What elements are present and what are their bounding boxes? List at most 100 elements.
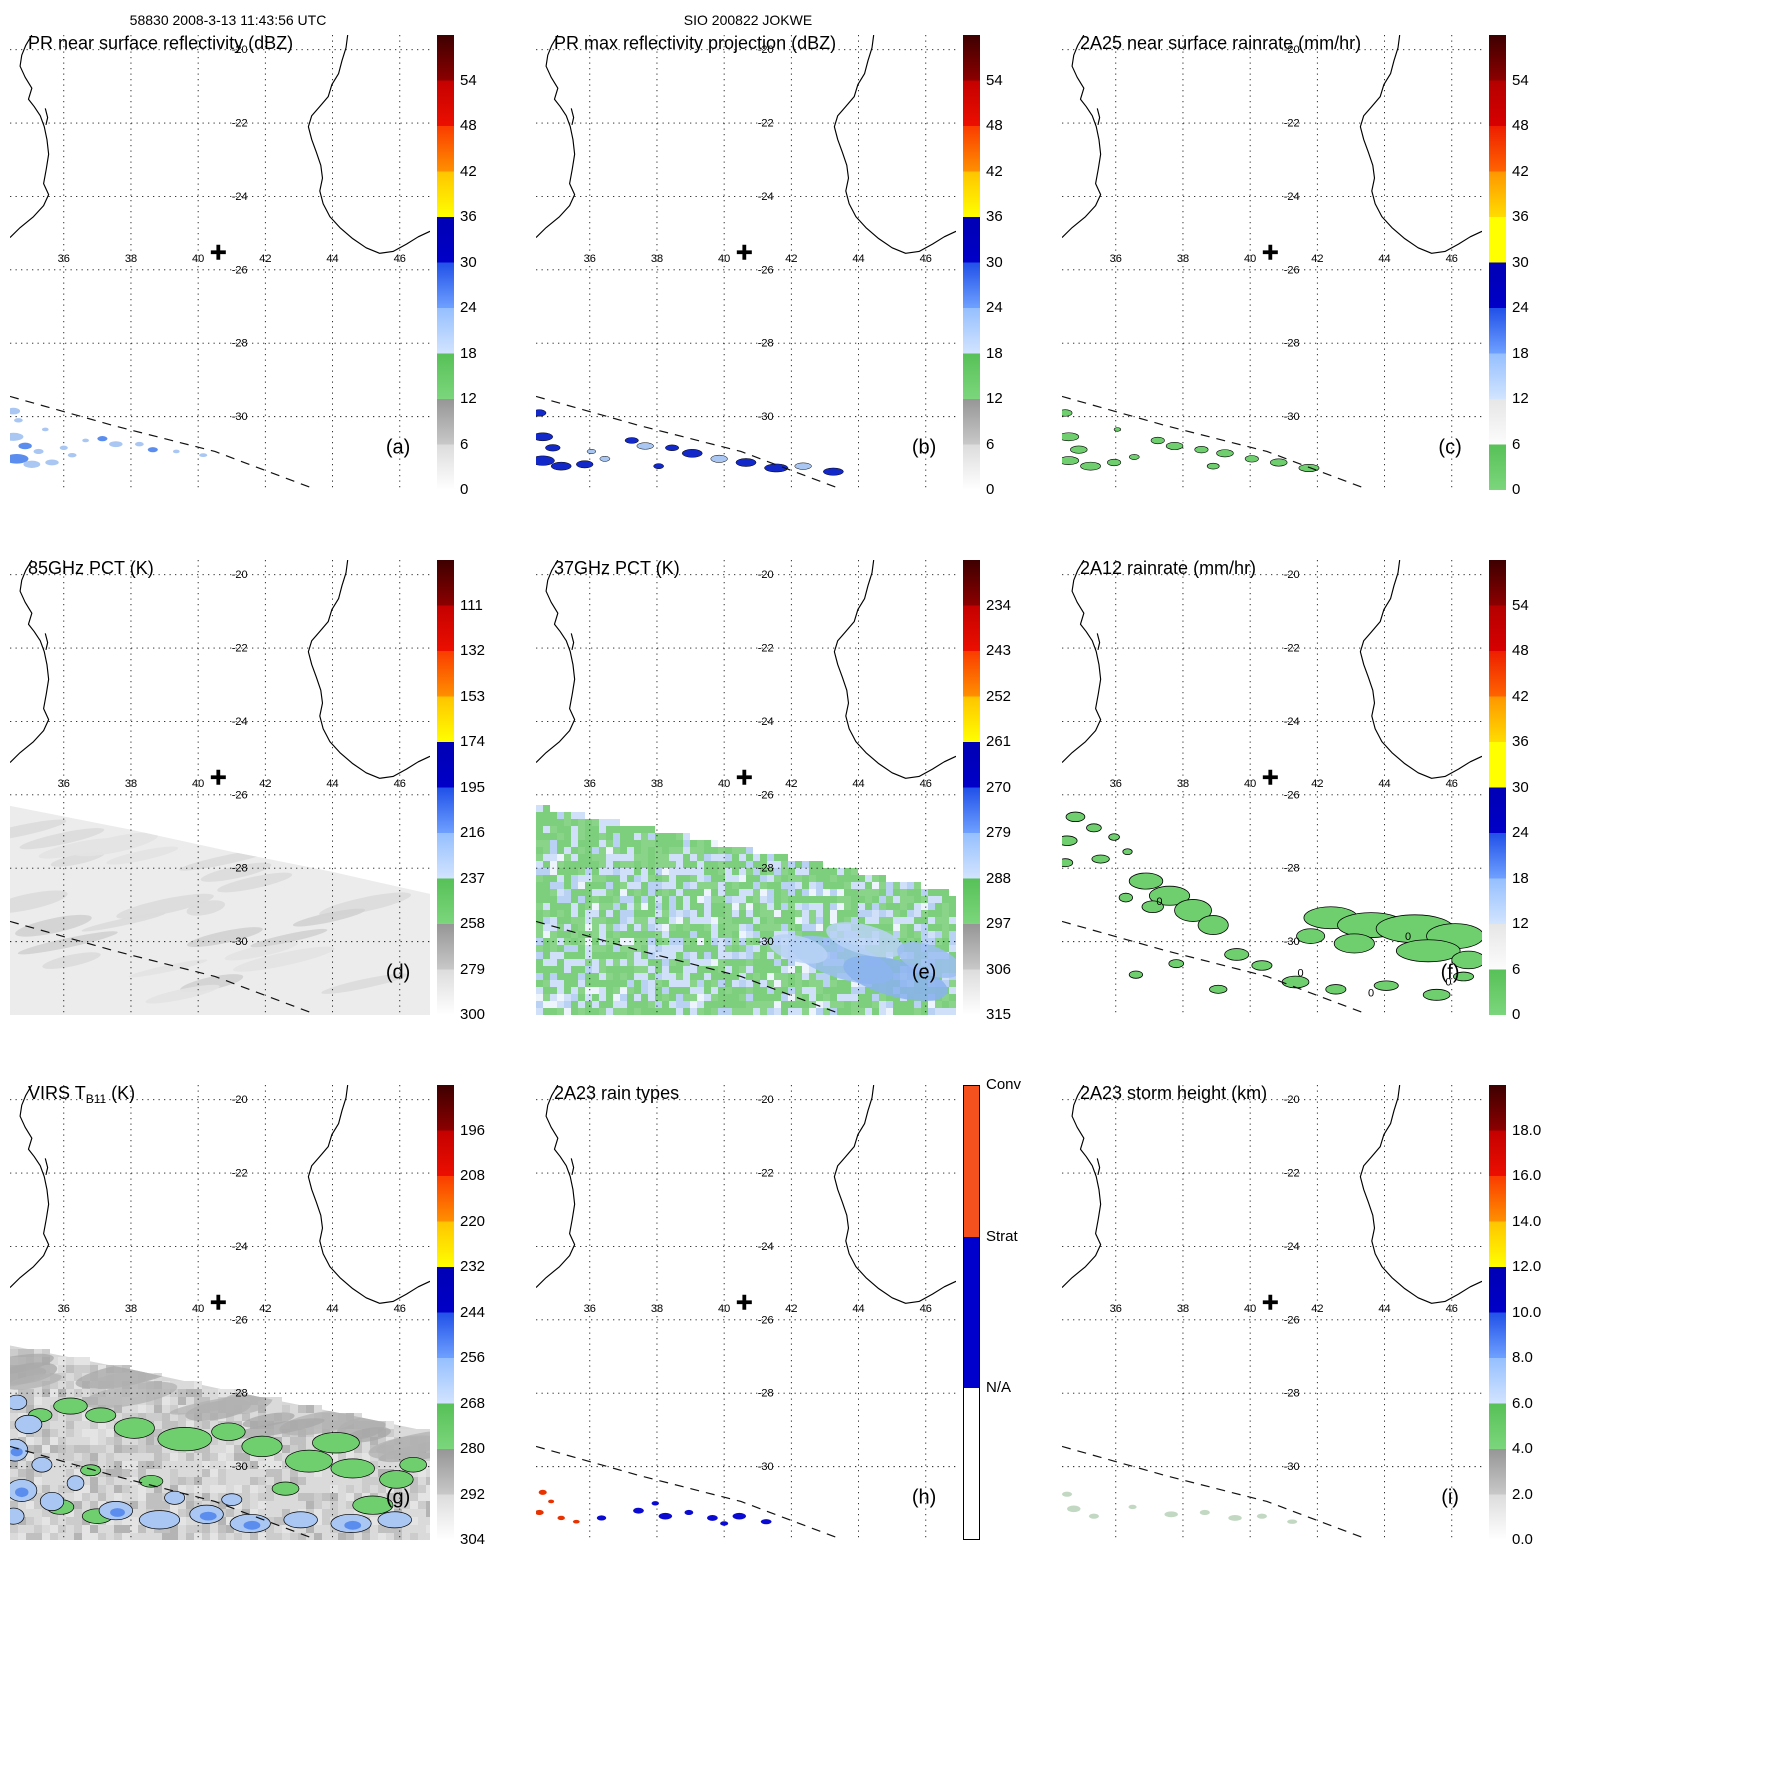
lon-label: 40 bbox=[1244, 1303, 1256, 1315]
coastline-bazaruto-islet bbox=[1096, 633, 1101, 651]
coastline-bazaruto-islet bbox=[570, 1158, 575, 1176]
map-plot-f: 0 0 0 0 0 36 38 40 42 44 46 -20 -22 -24 -26 -28 -30 2A12 … bbox=[1062, 560, 1482, 1015]
coastline-madagascar bbox=[307, 35, 430, 254]
swath-streak bbox=[233, 946, 335, 972]
panel-title: PR near surface reflectivity (dBZ) bbox=[28, 35, 293, 53]
colorbar-c bbox=[1489, 35, 1506, 490]
lon-label: 40 bbox=[718, 1303, 730, 1315]
map-plot-e: 36 38 40 42 44 46 -20 -22 -24 -26 -28 -30 37GHz PCT … bbox=[536, 560, 956, 1015]
coastline-madagascar bbox=[307, 560, 430, 779]
swath-streak bbox=[10, 890, 68, 914]
panel-letter: (e) bbox=[912, 961, 936, 983]
grid-lines bbox=[536, 560, 956, 1015]
lon-label: 36 bbox=[58, 253, 70, 265]
lat-label: -22 bbox=[758, 118, 774, 130]
colorbar-tick: 30 bbox=[1512, 253, 1529, 271]
map-plot-g: 36 38 40 42 44 46 -20 -22 -24 -26 -28 -30 VIRS TB11 … bbox=[10, 1085, 430, 1540]
colorbar-tick: 2.0 bbox=[1512, 1485, 1533, 1503]
lat-label: -28 bbox=[232, 1388, 248, 1400]
colorbar-tick: 12 bbox=[1512, 390, 1529, 407]
map-plot-c: 36 38 40 42 44 46 -20 -22 -24 -26 -28 -30 2A25 near … bbox=[1062, 35, 1482, 490]
lon-label: 40 bbox=[192, 1303, 204, 1315]
colorbar-tick: 252 bbox=[986, 687, 1012, 705]
orbit-track-line bbox=[536, 920, 839, 1014]
contour-label: 0 bbox=[1368, 988, 1374, 1000]
coastline-bazaruto-islet bbox=[570, 633, 575, 651]
orbit-track-line bbox=[10, 395, 313, 489]
colorbar-tick: 6.0 bbox=[1512, 1394, 1533, 1412]
colorbar-tick: 54 bbox=[986, 71, 1003, 89]
lat-label: -22 bbox=[758, 643, 774, 655]
swath-streak bbox=[250, 928, 328, 948]
lon-label: 38 bbox=[651, 778, 663, 790]
panel-letter: (a) bbox=[386, 436, 410, 458]
panel-title: 2A23 rain types bbox=[554, 1085, 679, 1103]
contour-label: 0 bbox=[1297, 967, 1303, 979]
lon-label: 46 bbox=[920, 778, 932, 790]
swath-overlay bbox=[826, 922, 905, 958]
swath-streak bbox=[187, 927, 263, 947]
lon-label: 36 bbox=[1110, 778, 1122, 790]
lon-label: 46 bbox=[1446, 253, 1458, 265]
lat-label: -24 bbox=[758, 1241, 774, 1253]
colorbar-tick: 237 bbox=[460, 869, 486, 887]
panel-title: PR max reflectivity projection (dBZ) bbox=[554, 35, 836, 53]
colorbar-h bbox=[963, 1085, 980, 1540]
lon-label: 38 bbox=[125, 1303, 137, 1315]
lon-label: 46 bbox=[920, 1303, 932, 1315]
lon-label: 42 bbox=[785, 778, 797, 790]
colorbar-tick: 0 bbox=[986, 481, 995, 498]
lat-label: -28 bbox=[1284, 1388, 1300, 1400]
colorbar-tick: 315 bbox=[986, 1006, 1012, 1023]
panel-letter: (i) bbox=[1441, 1486, 1459, 1508]
storm-center-marker bbox=[210, 244, 226, 260]
lon-label: 44 bbox=[326, 253, 338, 265]
swath-streak bbox=[38, 838, 116, 859]
panel-b: 36 38 40 42 44 46 -20 -22 -24 -26 -28 -30 PR max ref… bbox=[536, 35, 1048, 503]
storm-center-marker bbox=[736, 244, 752, 260]
lat-label: -28 bbox=[758, 338, 774, 350]
panel-e: 36 38 40 42 44 46 -20 -22 -24 -26 -28 -30 37GHz PCT … bbox=[536, 560, 1048, 1028]
panel-i: 36 38 40 42 44 46 -20 -22 -24 -26 -28 -30 2A23 storm… bbox=[1062, 1085, 1574, 1553]
lon-label: 42 bbox=[1311, 778, 1323, 790]
storm-center-marker bbox=[1262, 1294, 1278, 1310]
swath-streak bbox=[292, 908, 366, 927]
colorbar-tick: 30 bbox=[1512, 778, 1529, 796]
colorbar-tick: 18.0 bbox=[1512, 1121, 1542, 1139]
panel-title: 2A12 rainrate (mm/hr) bbox=[1080, 560, 1256, 578]
colorbar-tick: 300 bbox=[460, 1006, 486, 1023]
colorbar-tick: 270 bbox=[986, 778, 1012, 796]
lon-label: 46 bbox=[394, 1303, 406, 1315]
lat-label: -22 bbox=[232, 1168, 248, 1180]
colorbar-tick: 268 bbox=[460, 1394, 486, 1412]
colorbar-tick: 258 bbox=[460, 915, 486, 932]
swath-streak bbox=[224, 941, 298, 961]
lon-label: 44 bbox=[1378, 253, 1390, 265]
colorbar-tick: 6 bbox=[986, 435, 995, 453]
lon-label: 38 bbox=[1177, 253, 1189, 265]
lat-label: -20 bbox=[232, 569, 248, 581]
cloud-patch bbox=[242, 1412, 295, 1428]
colorbar-tick: 304 bbox=[460, 1531, 486, 1548]
panel-letter: (d) bbox=[386, 961, 410, 983]
map-plot-a: 36 38 40 42 44 46 -20 -22 -24 -26 -28 -30 PR near su… bbox=[10, 35, 430, 490]
grid-lines bbox=[10, 35, 430, 490]
lon-label: 46 bbox=[394, 253, 406, 265]
lon-label: 46 bbox=[394, 778, 406, 790]
panel-title: 85GHz PCT (K) bbox=[28, 560, 154, 578]
colorbar-tick: 18 bbox=[986, 344, 1003, 362]
lat-label: -30 bbox=[232, 936, 248, 948]
lon-label: 44 bbox=[1378, 778, 1390, 790]
colorbar-tick: 12 bbox=[1512, 915, 1529, 932]
contour-label: 0 bbox=[1405, 931, 1411, 943]
coastline-bazaruto-islet bbox=[1096, 108, 1101, 126]
colorbar-tick: 36 bbox=[1512, 208, 1529, 225]
colorbar-tick: 292 bbox=[460, 1485, 486, 1503]
coastline-bazaruto-islet bbox=[570, 108, 575, 126]
lon-label: 38 bbox=[125, 253, 137, 265]
colorbar-tick: 42 bbox=[1512, 687, 1529, 705]
lon-label: 44 bbox=[326, 778, 338, 790]
colorbar-a bbox=[437, 35, 454, 490]
contour-label: 0 bbox=[1445, 977, 1451, 989]
colorbar-tick: 174 bbox=[460, 733, 486, 750]
